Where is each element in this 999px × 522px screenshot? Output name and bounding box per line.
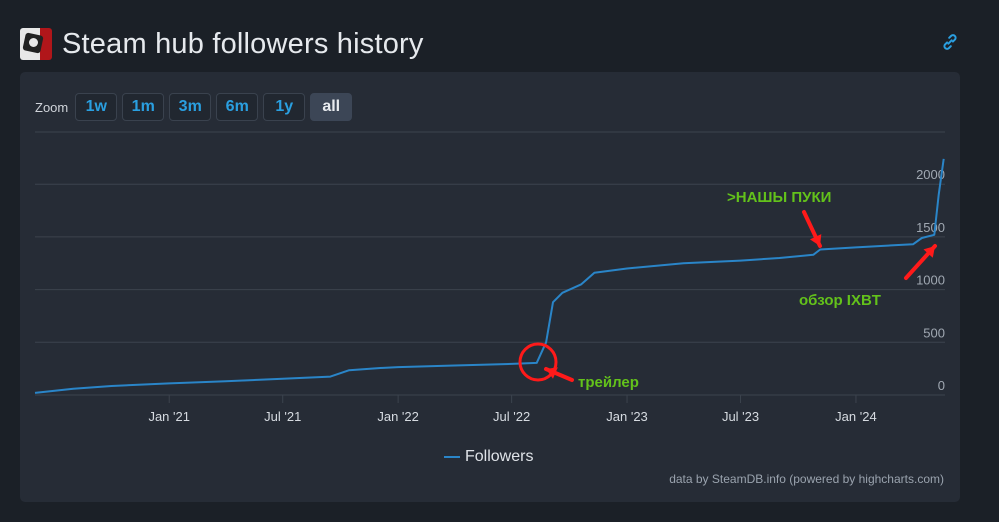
series-line-followers	[34, 158, 945, 394]
annotation-pooki: >НАШЫ ПУКИ	[727, 189, 831, 206]
x-tick-label: Jan '24	[835, 409, 877, 424]
chart-credits[interactable]: data by SteamDB.info (powered by highcha…	[669, 472, 944, 486]
y-tick-label: 2000	[916, 167, 945, 182]
x-tick-label: Jul '21	[264, 409, 301, 424]
trailer-highlight-circle	[518, 342, 558, 382]
page-title: Steam hub followers history	[62, 27, 424, 60]
arrow-ixbt-head	[923, 246, 935, 258]
game-logo-icon	[20, 28, 52, 60]
arrow-trailer-head	[546, 367, 558, 379]
zoom-controls: Zoom 1w 1m 3m 6m 1y all	[35, 93, 357, 121]
link-icon[interactable]	[940, 32, 960, 52]
y-tick-label: 0	[938, 378, 945, 393]
y-tick-label: 500	[923, 325, 945, 340]
chart-legend[interactable]: Followers	[444, 448, 533, 466]
zoom-3m-button[interactable]: 3m	[169, 93, 212, 121]
x-tick-label: Jan '21	[148, 409, 190, 424]
chart-panel: Zoom 1w 1m 3m 6m 1y all 0 500 1000 1500 2000…	[20, 72, 960, 502]
annotation-ixbt: обзор IXBT	[799, 292, 881, 309]
followers-chart: 0 500 1000 1500 2000 Jan '21 Jul '21 Jan '22 Jul…	[34, 131, 945, 424]
zoom-1w-button[interactable]: 1w	[75, 93, 118, 121]
x-tick-label: Jul '23	[722, 409, 759, 424]
zoom-1y-button[interactable]: 1y	[263, 93, 306, 121]
zoom-label: Zoom	[35, 99, 69, 115]
x-tick-label: Jan '22	[377, 409, 419, 424]
page-header: Steam hub followers history	[20, 24, 424, 64]
x-tick-label: Jul '22	[493, 409, 530, 424]
legend-swatch	[444, 456, 460, 458]
zoom-all-button[interactable]: all	[310, 93, 353, 121]
arrow-pooki-head	[809, 234, 822, 246]
y-tick-label: 1500	[916, 220, 945, 235]
x-tick-label: Jan '23	[606, 409, 648, 424]
y-tick-label: 1000	[916, 273, 945, 288]
zoom-6m-button[interactable]: 6m	[216, 93, 259, 121]
annotation-trailer: трейлер	[578, 374, 639, 391]
zoom-1m-button[interactable]: 1m	[122, 93, 165, 121]
legend-label: Followers	[465, 448, 534, 465]
